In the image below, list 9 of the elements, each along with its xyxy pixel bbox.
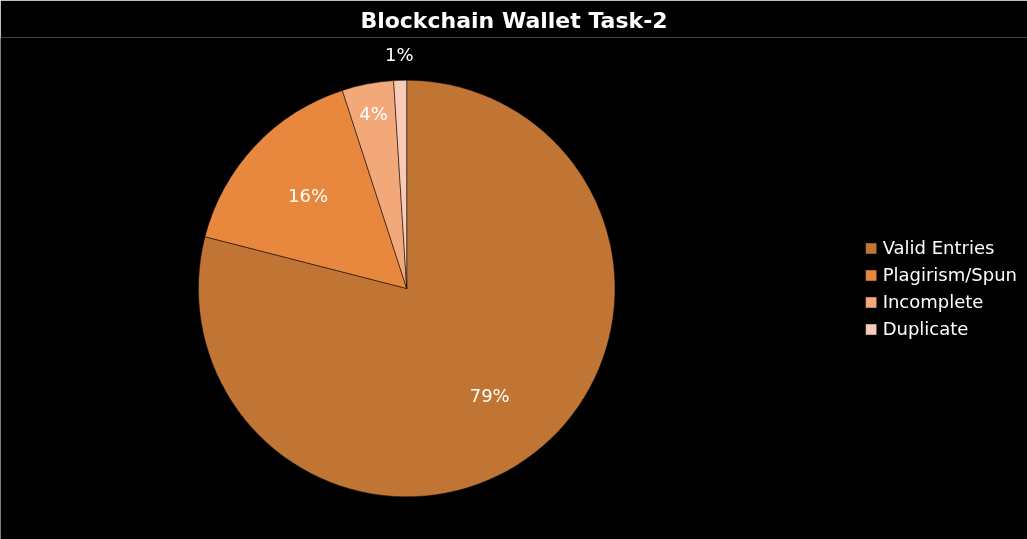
- legend-label: Incomplete: [882, 291, 984, 312]
- data-label: 1%: [385, 43, 414, 65]
- data-label: 16%: [288, 184, 329, 206]
- legend-label: Valid Entries: [882, 237, 995, 258]
- legend-label: Plagirism/Spun: [882, 264, 1017, 285]
- data-label: 4%: [359, 103, 388, 125]
- legend-label: Duplicate: [882, 318, 969, 339]
- data-label: 79%: [469, 385, 510, 407]
- chart-title: Blockchain Wallet Task-2: [360, 7, 668, 33]
